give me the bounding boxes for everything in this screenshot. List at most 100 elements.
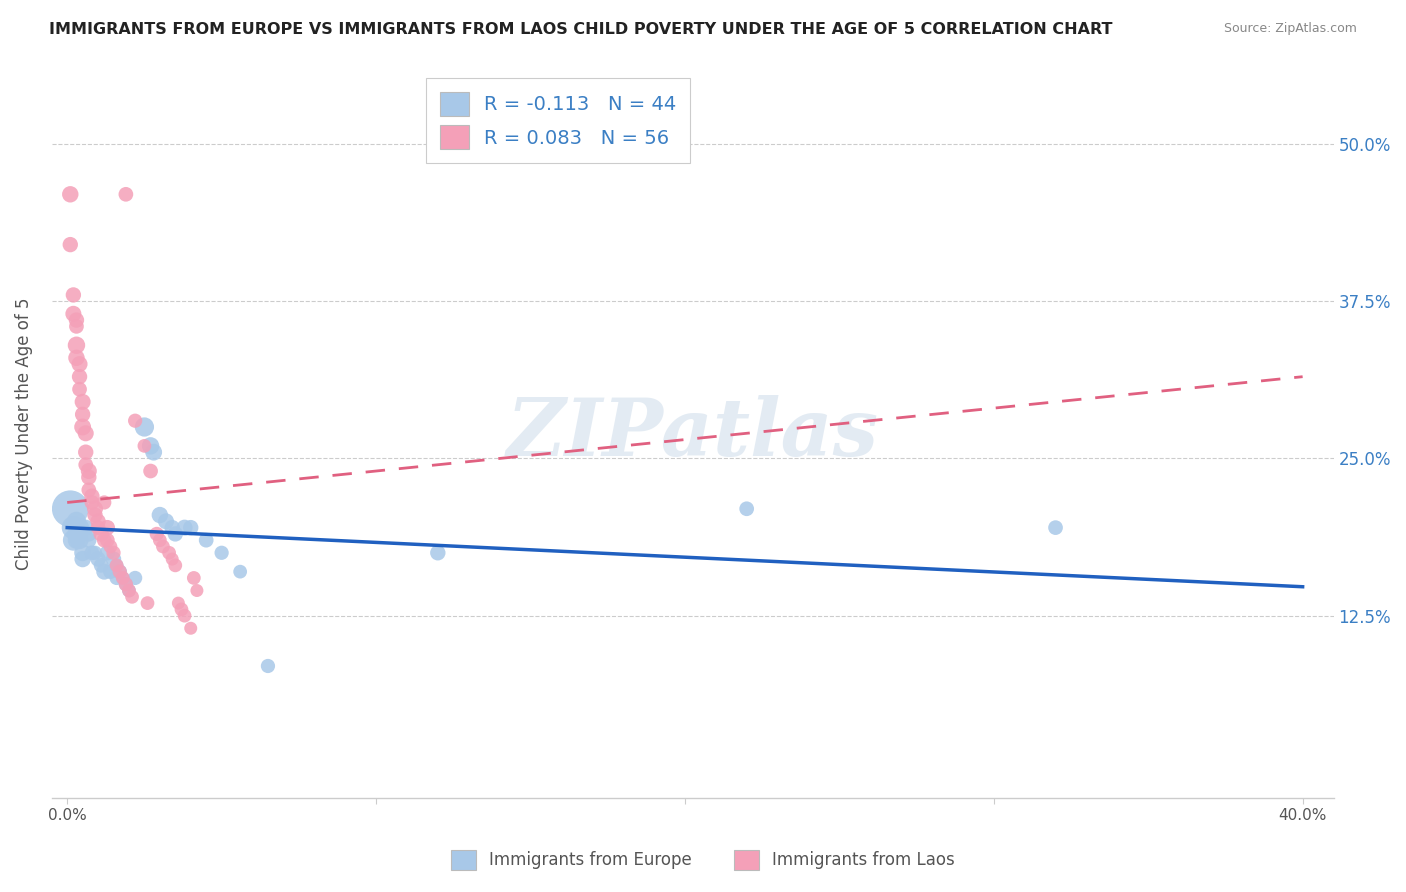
Point xyxy=(180,621,202,635)
Point xyxy=(108,565,131,579)
Point xyxy=(65,319,87,334)
Point xyxy=(69,382,91,396)
Point xyxy=(229,565,252,579)
Point xyxy=(257,659,280,673)
Point xyxy=(96,533,118,548)
Point xyxy=(65,338,87,352)
Point xyxy=(62,533,84,548)
Point xyxy=(142,445,165,459)
Point xyxy=(93,565,115,579)
Point xyxy=(96,546,118,560)
Point xyxy=(108,565,131,579)
Point xyxy=(59,237,82,252)
Point xyxy=(170,602,193,616)
Point xyxy=(1045,521,1067,535)
Point xyxy=(69,521,91,535)
Point xyxy=(77,464,100,478)
Point xyxy=(65,313,87,327)
Point xyxy=(77,470,100,484)
Point xyxy=(124,414,146,428)
Point xyxy=(93,533,115,548)
Point xyxy=(59,501,82,516)
Point xyxy=(139,439,162,453)
Point xyxy=(115,187,138,202)
Point xyxy=(87,521,110,535)
Point xyxy=(69,369,91,384)
Point xyxy=(134,439,156,453)
Point xyxy=(165,558,187,573)
Point xyxy=(65,351,87,365)
Point xyxy=(139,464,162,478)
Point xyxy=(152,540,174,554)
Point xyxy=(115,577,138,591)
Point xyxy=(160,552,183,566)
Point xyxy=(426,546,449,560)
Point xyxy=(211,546,233,560)
Point xyxy=(77,483,100,497)
Point xyxy=(165,527,187,541)
Point xyxy=(118,583,141,598)
Text: ZIPatlas: ZIPatlas xyxy=(506,394,879,472)
Point xyxy=(100,540,122,554)
Point xyxy=(155,514,177,528)
Point xyxy=(90,527,112,541)
Point xyxy=(183,571,205,585)
Point xyxy=(105,571,128,585)
Point xyxy=(59,187,82,202)
Point xyxy=(157,546,180,560)
Point xyxy=(62,521,84,535)
Point xyxy=(72,552,94,566)
Point xyxy=(65,514,87,528)
Point xyxy=(72,420,94,434)
Point xyxy=(84,508,107,522)
Point xyxy=(115,577,138,591)
Y-axis label: Child Poverty Under the Age of 5: Child Poverty Under the Age of 5 xyxy=(15,297,32,569)
Point xyxy=(145,527,167,541)
Point xyxy=(735,501,758,516)
Point xyxy=(173,608,195,623)
Text: Source: ZipAtlas.com: Source: ZipAtlas.com xyxy=(1223,22,1357,36)
Legend: R = -0.113   N = 44, R = 0.083   N = 56: R = -0.113 N = 44, R = 0.083 N = 56 xyxy=(426,78,690,162)
Point xyxy=(149,508,172,522)
Point xyxy=(69,533,91,548)
Point xyxy=(167,596,190,610)
Point xyxy=(186,583,208,598)
Point xyxy=(111,571,134,585)
Point xyxy=(87,514,110,528)
Point xyxy=(77,527,100,541)
Point xyxy=(105,558,128,573)
Point xyxy=(90,558,112,573)
Point xyxy=(160,521,183,535)
Point xyxy=(103,552,125,566)
Text: IMMIGRANTS FROM EUROPE VS IMMIGRANTS FROM LAOS CHILD POVERTY UNDER THE AGE OF 5 : IMMIGRANTS FROM EUROPE VS IMMIGRANTS FRO… xyxy=(49,22,1112,37)
Legend: Immigrants from Europe, Immigrants from Laos: Immigrants from Europe, Immigrants from … xyxy=(444,843,962,877)
Point xyxy=(118,583,141,598)
Point xyxy=(62,307,84,321)
Point xyxy=(80,489,103,503)
Point xyxy=(100,565,122,579)
Point xyxy=(69,357,91,371)
Point xyxy=(93,495,115,509)
Point xyxy=(149,533,172,548)
Point xyxy=(77,533,100,548)
Point xyxy=(80,495,103,509)
Point xyxy=(75,458,97,472)
Point xyxy=(180,521,202,535)
Point xyxy=(121,590,143,604)
Point xyxy=(124,571,146,585)
Point xyxy=(72,408,94,422)
Point xyxy=(75,445,97,459)
Point xyxy=(96,521,118,535)
Point xyxy=(75,521,97,535)
Point xyxy=(105,558,128,573)
Point xyxy=(103,546,125,560)
Point xyxy=(195,533,218,548)
Point xyxy=(65,533,87,548)
Point xyxy=(173,521,195,535)
Point xyxy=(72,394,94,409)
Point xyxy=(136,596,159,610)
Point xyxy=(84,501,107,516)
Point xyxy=(111,571,134,585)
Point xyxy=(62,288,84,302)
Point xyxy=(65,527,87,541)
